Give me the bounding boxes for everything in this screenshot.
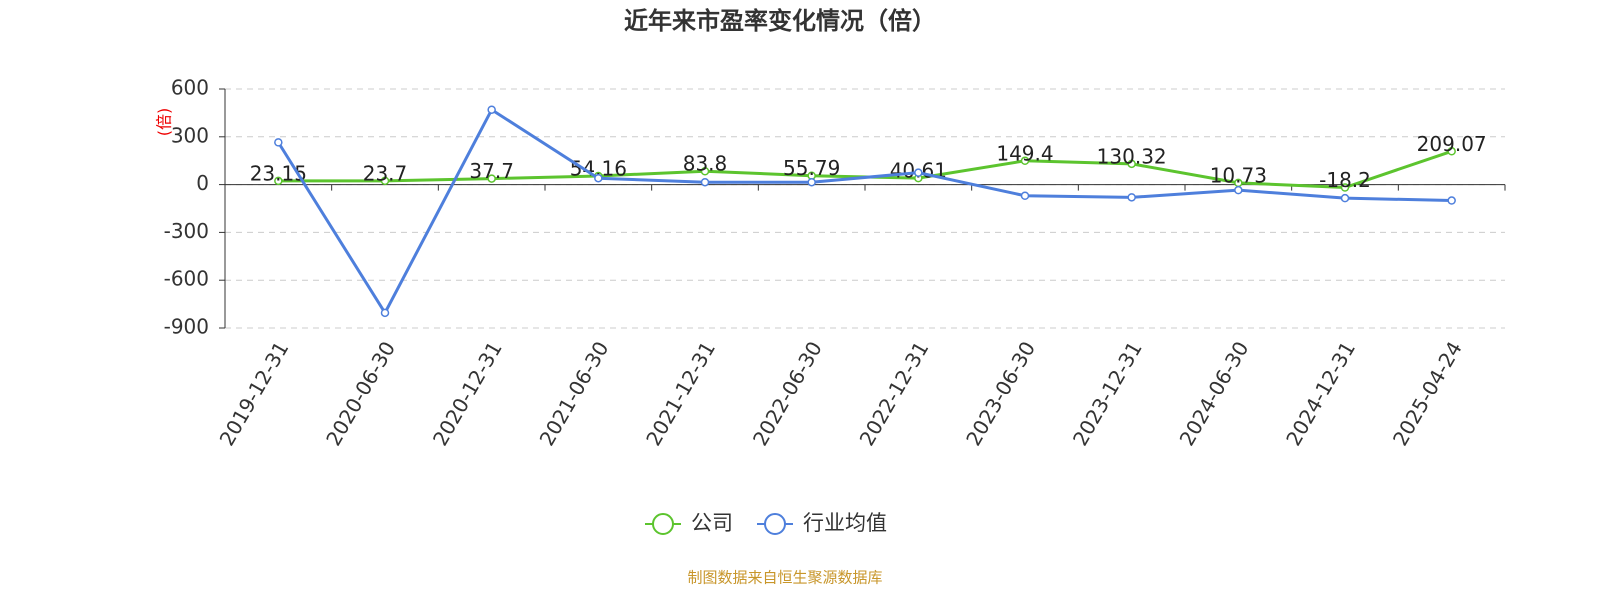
y-tick-label: 0 (196, 171, 209, 195)
x-tick-label: 2022-06-30 (748, 337, 827, 450)
data-label: 37.7 (469, 159, 514, 183)
data-label: -18.2 (1319, 168, 1371, 192)
y-axis-label: (倍) (155, 108, 174, 137)
point (1020, 191, 1030, 201)
legend-label: 行业均值 (803, 511, 887, 535)
data-label: 130.32 (1097, 144, 1167, 168)
x-tick-label: 2024-12-31 (1281, 337, 1360, 450)
x-tick-label: 2021-06-30 (535, 337, 614, 450)
x-tick-label: 2019-12-31 (215, 337, 294, 450)
point (1340, 183, 1350, 192)
point (1447, 147, 1456, 156)
point (487, 105, 496, 114)
legend-marker (652, 513, 674, 535)
point (1234, 185, 1243, 195)
series-line (277, 107, 1452, 316)
source-note: 制图数据来自恒生聚源数据库 (687, 569, 882, 587)
point (594, 173, 603, 183)
point (274, 138, 283, 147)
point (807, 177, 816, 187)
point (274, 176, 283, 186)
data-label: 55.79 (783, 156, 840, 180)
point (380, 308, 390, 318)
legend-marker (764, 513, 786, 535)
x-tick-label: 2023-12-31 (1068, 337, 1147, 450)
y-tick-label: -300 (164, 219, 209, 243)
data-label: 149.4 (996, 141, 1053, 165)
y-tick-label: 600 (171, 76, 209, 100)
point (380, 176, 390, 186)
data-label: 23.7 (363, 161, 408, 185)
x-tick-label: 2025-04-24 (1388, 337, 1467, 450)
data-label: 10.73 (1210, 163, 1267, 187)
chart-title: 近年来市盈率变化情况（倍） (624, 7, 936, 35)
x-tick-label: 2024-06-30 (1175, 337, 1254, 450)
legend-label: 公司 (691, 511, 733, 535)
point (1447, 196, 1456, 205)
point (487, 174, 496, 183)
data-label: 209.07 (1417, 132, 1487, 156)
point (700, 177, 710, 187)
point (1127, 193, 1136, 202)
point (1020, 156, 1030, 166)
y-tick-label: 300 (171, 123, 209, 147)
x-tick-label: 2020-06-30 (321, 337, 400, 450)
point (700, 166, 710, 176)
x-tick-label: 2023-06-30 (961, 337, 1040, 450)
point (1340, 193, 1350, 203)
data-label: 83.8 (683, 152, 728, 176)
x-tick-label: 2020-12-31 (428, 337, 507, 450)
point (1127, 159, 1136, 169)
point (914, 168, 923, 177)
y-tick-label: -900 (164, 315, 209, 339)
y-tick-label: -600 (164, 267, 209, 291)
x-tick-label: 2022-12-31 (855, 337, 934, 450)
x-tick-label: 2021-12-31 (641, 337, 720, 450)
